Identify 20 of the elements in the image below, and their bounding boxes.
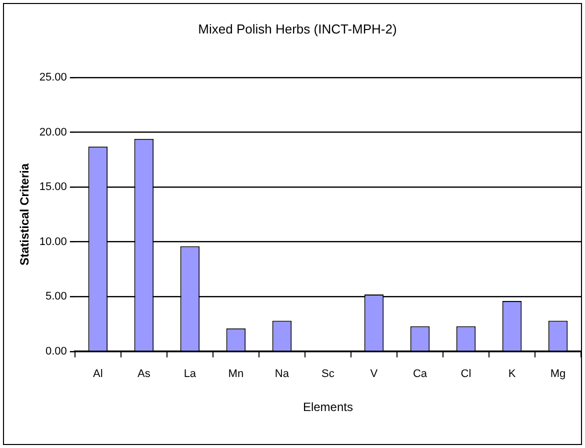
x-tick-label: Al (93, 368, 103, 380)
x-tick-label: Ca (412, 368, 428, 380)
chart-title: Mixed Polish Herbs (INCT-MPH-2) (198, 21, 397, 36)
x-tick-label: Sc (322, 368, 335, 380)
y-tick-label: 15.00 (39, 181, 67, 194)
y-axis-title: Statistical Criteria (18, 163, 32, 266)
y-tick-label: 5.00 (46, 290, 67, 303)
x-axis-title: Elements (302, 400, 353, 414)
x-tick-label: As (138, 368, 151, 380)
y-tick-label: 20.00 (39, 126, 67, 138)
x-tick-label: V (370, 368, 378, 380)
y-tick-label: 10.00 (39, 236, 67, 248)
y-tick-label: 25.00 (39, 72, 67, 84)
x-tick-label: La (184, 368, 197, 380)
x-tick-label: Na (274, 368, 290, 380)
x-tick-label: Cl (460, 368, 472, 380)
x-tick-label: K (508, 368, 516, 380)
y-tick-label: 0.00 (46, 345, 67, 358)
x-tick-label: Mg (550, 368, 566, 380)
x-tick-label: Mn (228, 368, 244, 380)
